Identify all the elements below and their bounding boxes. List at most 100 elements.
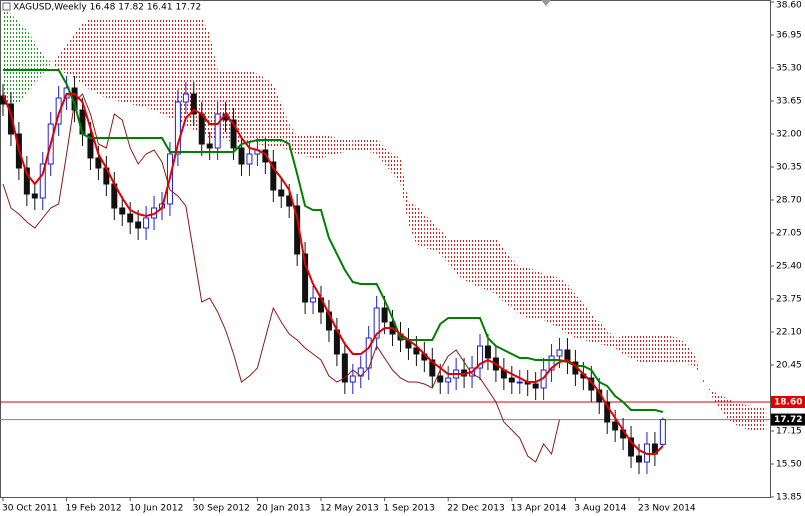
y-tick-label: 35.30 — [776, 64, 802, 74]
cloud-segment — [209, 34, 218, 138]
y-tick-label: 38.60 — [776, 1, 802, 11]
cloud-segment — [575, 294, 584, 340]
cloud-segment — [66, 34, 75, 78]
cloud-segment — [662, 336, 671, 362]
candle-body — [7, 103, 14, 135]
y-tick-label: 32.00 — [776, 130, 802, 140]
candle-body — [659, 419, 666, 445]
cloud-segment — [678, 338, 687, 364]
candle-body — [246, 153, 253, 165]
cloud-segment — [702, 378, 711, 394]
candle-body — [31, 193, 38, 199]
cloud-segment — [591, 314, 600, 344]
cloud-segment — [130, 18, 139, 106]
candle-body — [477, 345, 483, 369]
cloud-segment — [162, 18, 170, 118]
candle-body — [87, 133, 94, 159]
indicator-line — [2, 93, 664, 455]
cloud-segment — [74, 24, 83, 84]
chart-title: XAGUSD,Weekly 16.48 17.82 16.41 17.72 — [13, 3, 201, 13]
cloud-segment — [623, 336, 632, 358]
candle-body — [135, 221, 142, 229]
x-tick-label: 12 May 2013 — [320, 504, 379, 514]
cloud-segment — [169, 18, 178, 122]
y-tick-label: 17.15 — [776, 427, 802, 437]
y-tick-label: 15.50 — [776, 460, 802, 470]
y-tick-label: 23.75 — [776, 295, 802, 305]
y-tick-label: 28.70 — [776, 196, 802, 206]
cloud-segment — [670, 336, 679, 362]
candle-body — [612, 421, 619, 431]
indicator-line — [2, 93, 560, 463]
cloud-segment — [551, 276, 560, 328]
x-tick-label: 22 Dec 2013 — [447, 504, 505, 514]
cloud-segment — [567, 284, 576, 338]
candle-body — [230, 119, 237, 149]
cloud-segment — [511, 258, 520, 314]
cloud-segment — [241, 70, 250, 144]
cloud-segment — [344, 138, 353, 152]
cloud-segment — [18, 22, 27, 104]
cloud-segment — [646, 336, 655, 364]
cloud-segment — [50, 54, 59, 70]
candle-body — [437, 375, 444, 383]
cloud-segment — [654, 336, 663, 364]
cloud-segment — [440, 230, 449, 264]
cloud-segment — [273, 84, 282, 148]
cloud-segment — [321, 136, 329, 158]
cloud-segment — [392, 154, 401, 184]
cloud-segment — [400, 158, 409, 224]
cloud-segment — [360, 138, 369, 152]
cloud-segment — [464, 238, 473, 284]
cloud-segment — [432, 222, 441, 254]
x-tick-label: 13 Apr 2014 — [511, 504, 567, 514]
candle-body — [373, 307, 380, 339]
cloud-segment — [559, 278, 568, 334]
cloud-segment — [583, 304, 592, 342]
cloud-segment — [305, 136, 314, 158]
cloud-segment — [98, 18, 107, 98]
cloud-segment — [114, 18, 123, 102]
y-tick-label: 20.45 — [776, 361, 802, 371]
candle-body — [532, 383, 539, 389]
candle-body — [310, 297, 317, 303]
cloud-segment — [734, 402, 743, 428]
cloud-segment — [352, 138, 361, 150]
cloud-segment — [694, 354, 703, 382]
x-tick-label: 19 Feb 2012 — [66, 504, 122, 514]
candle-body — [636, 455, 642, 463]
candle-body — [381, 307, 388, 323]
cloud-segment — [384, 148, 393, 174]
cloud-segment — [10, 14, 19, 104]
cloud-segment — [328, 136, 337, 156]
candle-body — [23, 167, 30, 195]
candle-body — [174, 101, 181, 155]
candle-body — [55, 97, 62, 125]
cloud-segment — [472, 238, 480, 288]
cloud-segment — [257, 74, 266, 146]
cloud-segment — [90, 18, 99, 94]
cloud-segment — [607, 330, 616, 348]
cloud-segment — [742, 404, 751, 430]
cloud-segment — [368, 138, 377, 154]
x-tick-label: 30 Sep 2012 — [193, 504, 250, 514]
plot-layer — [0, 8, 770, 474]
cloud-segment — [750, 406, 759, 432]
x-tick-label: 23 Nov 2014 — [638, 504, 696, 514]
cloud-segment — [265, 78, 274, 146]
level-label-bg — [771, 396, 805, 408]
cloud-segment — [408, 202, 417, 244]
y-tick-label: 36.95 — [776, 31, 802, 41]
y-tick-label: 13.85 — [776, 493, 802, 503]
candle-body — [302, 253, 309, 303]
level-label-bg — [771, 413, 805, 426]
cloud-segment — [297, 136, 306, 156]
cloud-segment — [639, 336, 647, 364]
shift-marker — [541, 0, 551, 6]
candle-body — [516, 381, 523, 384]
candle-body — [628, 437, 635, 457]
cloud-segment — [599, 322, 608, 346]
indicator-line — [3, 69, 664, 413]
cloud-segment — [313, 136, 321, 158]
